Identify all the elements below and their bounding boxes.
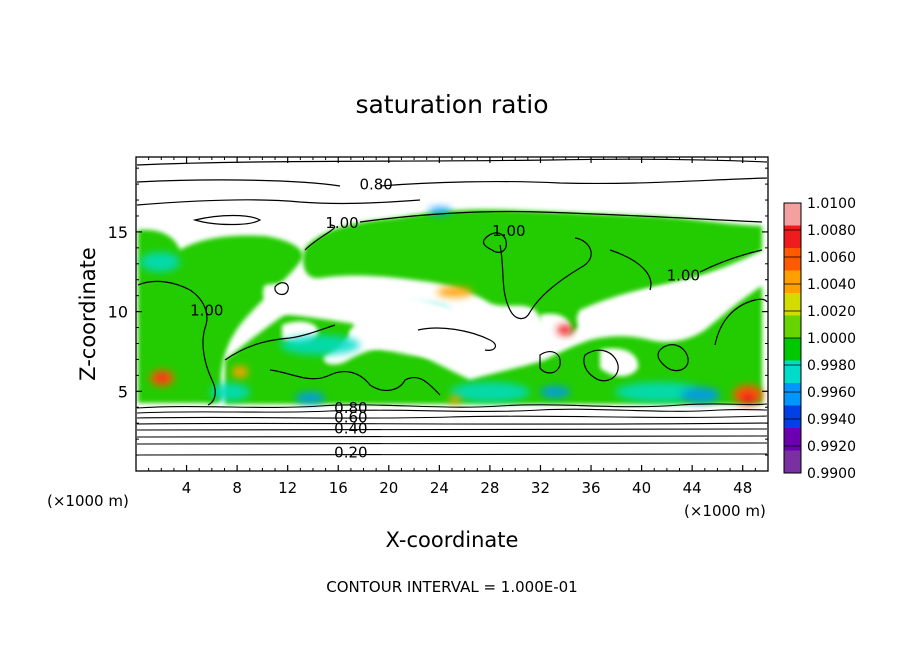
contour-lines [136,158,768,406]
colorbar-swatch [784,405,801,429]
x-tick-label: 8 [232,479,242,497]
colorbar-swatch [784,270,801,294]
contour-labels: 0.801.00 1.001.001.000.800.600.400.20 [190,176,700,462]
colorbar-label: 0.9980 [807,358,856,374]
colorbar-swatch [784,450,801,474]
colorbar-label: 1.0100 [807,196,856,212]
x-tick-label: 48 [733,479,752,497]
colorbar-swatch [784,428,801,451]
supersaturated-spots [150,287,763,405]
y-tick-label: 15 [108,223,128,242]
y-tick-label: 5 [118,382,128,401]
y-tick-label: 10 [108,303,128,322]
colorbar-label: 1.0020 [807,304,856,320]
contour-label: 1.00 [667,267,700,285]
y-axis-label: Z-coordinate [76,247,100,381]
colorbar-label: 1.0080 [807,223,856,239]
contour-label: 0.20 [334,443,367,461]
x-axis-label: X-coordinate [386,528,519,552]
x-unit-label-left: (×1000 m) [47,492,129,510]
x-tick-label: 36 [581,479,600,497]
colorbar-swatch [784,293,801,316]
x-tick-label: 16 [329,479,348,497]
plot-area [136,157,768,471]
saturated-region-upper [303,209,762,336]
x-axis: 4 8 12 16 20 24 28 32 36 40 44 48 [148,157,756,497]
x-tick-label: 4 [182,479,192,497]
x-tick-label: 12 [278,479,297,497]
chart-title: saturation ratio [355,90,548,119]
contour-label: 1.00 [325,214,358,232]
colorbar-label: 0.9960 [807,385,856,401]
contour-label: 1.00 [190,302,223,320]
contour-label: 0.80 [334,399,367,417]
y-axis: 5 10 15 [108,167,768,456]
x-tick-label: 44 [683,479,702,497]
contour-label: 0.80 [359,176,392,194]
colorbar-swatch [784,338,801,361]
colorbar-label: 1.0060 [807,250,856,266]
colorbar-label: 0.9920 [807,439,856,455]
colorbar-label: 0.9900 [807,466,856,482]
colorbar-swatch [784,203,801,226]
colorbar-swatch [784,315,801,339]
saturated-region-left [138,229,303,404]
colorbar: 1.0100 1.0080 1.0060 1.0040 1.0020 1.0000 0.99… [783,196,856,482]
colorbar-swatch [784,225,801,249]
colorbar-swatch [784,248,801,271]
x-tick-label: 32 [531,479,550,497]
colorbar-label: 1.0000 [807,331,856,347]
contour-interval-note: CONTOUR INTERVAL = 1.000E-01 [326,578,577,596]
contour-label: 0.60 [334,408,367,426]
subsaturated-fringes [140,207,720,404]
x-tick-label: 28 [480,479,499,497]
surface-contours [136,403,768,456]
x-unit-label-right: (×1000 m) [684,502,766,520]
x-tick-label: 24 [430,479,449,497]
colorbar-label: 0.9940 [807,412,856,428]
colorbar-swatch [784,360,801,384]
x-tick-label: 40 [632,479,651,497]
contour-label: 0.40 [334,420,367,438]
contour-label: 1.00 [492,222,525,240]
colorbar-swatch [784,383,801,406]
x-tick-label: 20 [379,479,398,497]
colorbar-label: 1.0040 [807,277,856,293]
